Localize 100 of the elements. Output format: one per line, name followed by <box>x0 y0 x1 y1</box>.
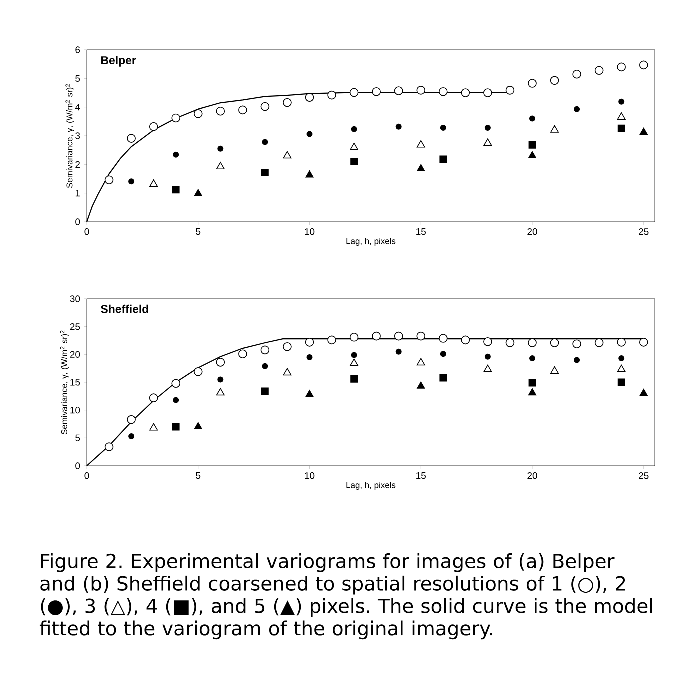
point <box>283 98 292 108</box>
point <box>372 87 381 96</box>
y-tick-label: 6 <box>76 46 80 54</box>
point <box>484 354 491 360</box>
point <box>260 102 270 112</box>
point <box>574 106 580 112</box>
point <box>104 176 114 185</box>
point <box>639 60 648 70</box>
y-tick-label: 25 <box>70 323 80 330</box>
y-tick-label: 3 <box>76 132 80 140</box>
point <box>618 356 625 362</box>
point <box>262 363 268 370</box>
point <box>440 374 448 382</box>
point <box>439 334 448 343</box>
point <box>594 66 604 76</box>
point <box>283 342 292 352</box>
point <box>550 125 559 133</box>
point <box>262 388 269 396</box>
point <box>262 168 269 176</box>
y-tick-label: 0 <box>76 218 80 226</box>
point <box>216 106 226 116</box>
point <box>550 366 559 374</box>
point <box>574 357 580 364</box>
point <box>328 336 336 345</box>
point <box>484 138 492 146</box>
point <box>461 336 470 345</box>
x-tick-label: 15 <box>416 228 426 236</box>
point <box>172 423 180 431</box>
y-tick-label: 0 <box>76 462 80 470</box>
point <box>150 180 158 188</box>
point <box>528 379 536 387</box>
point <box>416 86 426 95</box>
point <box>640 389 648 396</box>
point <box>351 126 358 132</box>
point <box>550 76 560 86</box>
y-tick-label: 20 <box>70 351 80 358</box>
y-tick-label: 2 <box>76 161 80 168</box>
point <box>262 139 268 146</box>
point <box>396 348 402 355</box>
point <box>127 415 136 424</box>
point <box>306 354 313 360</box>
point <box>238 350 248 359</box>
point <box>530 356 536 362</box>
point <box>305 93 314 102</box>
point <box>128 433 135 440</box>
caption: Figure 2. Experimental variograms for images of (a) Belper and (b) Sheffield coarsened to spatial resolutions of 1 (○), 2 (●), 3 (△), 4 (■), and 5 (▲) pixels. The solid curve is the model fitted to the variogram of the original imagery. <box>40 554 652 640</box>
point <box>528 151 537 159</box>
point <box>506 86 515 95</box>
point <box>260 346 270 355</box>
point <box>173 397 180 404</box>
point <box>172 186 180 194</box>
point <box>283 151 292 159</box>
point <box>218 376 224 383</box>
point <box>416 140 426 148</box>
point <box>306 131 313 138</box>
point <box>238 106 248 115</box>
x-tick-label: 0 <box>84 228 90 236</box>
x-axis-title: Lag, h, pixels <box>346 482 396 490</box>
point <box>640 128 648 136</box>
x-tick-label: 20 <box>528 228 538 236</box>
x-tick-label: 5 <box>196 228 201 236</box>
point <box>394 86 404 96</box>
point <box>618 124 626 132</box>
point <box>530 116 536 122</box>
point <box>572 70 582 79</box>
point <box>351 352 358 358</box>
x-tick-label: 0 <box>84 472 90 480</box>
point <box>372 332 381 341</box>
point <box>216 388 225 396</box>
point <box>150 423 158 431</box>
point <box>528 141 536 149</box>
y-axis-title: Semivariance, γ, (W/m$^{2}$ sr)$^{2}$ <box>60 330 70 435</box>
point <box>216 358 226 367</box>
point <box>350 358 359 366</box>
point <box>572 340 582 348</box>
point <box>618 98 625 105</box>
point <box>528 388 537 396</box>
point <box>617 338 626 347</box>
point <box>461 88 470 98</box>
point <box>104 442 114 452</box>
text: Belper <box>102 56 136 67</box>
point <box>484 337 492 346</box>
x-tick-label: 25 <box>639 228 649 236</box>
point <box>194 368 203 376</box>
point <box>350 142 359 150</box>
point <box>394 332 404 341</box>
point <box>618 378 626 386</box>
point <box>440 156 448 164</box>
point <box>350 88 359 98</box>
point <box>396 124 402 130</box>
point <box>306 390 314 398</box>
point <box>149 394 158 402</box>
y-tick-label: 30 <box>70 296 80 302</box>
y-tick-label: 1 <box>76 190 80 197</box>
point <box>328 90 336 100</box>
point <box>439 87 448 96</box>
point <box>617 62 626 72</box>
point <box>506 338 515 348</box>
point <box>594 338 604 348</box>
y-tick-label: 5 <box>76 75 80 82</box>
